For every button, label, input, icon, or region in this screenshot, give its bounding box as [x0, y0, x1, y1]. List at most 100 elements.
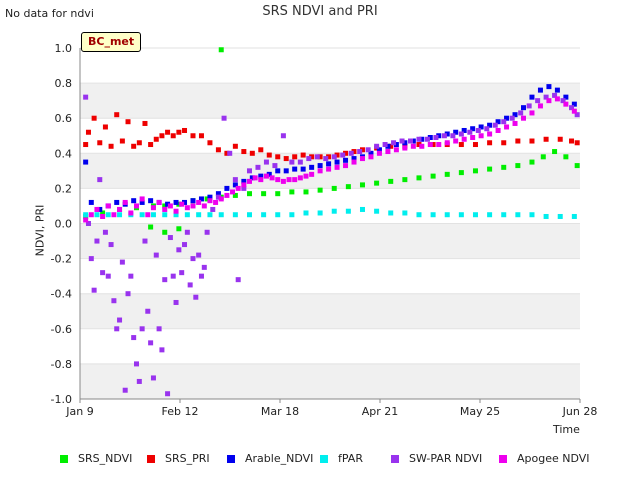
data-point [292, 166, 298, 172]
data-point [162, 212, 168, 218]
data-point [263, 159, 269, 165]
data-point [402, 210, 408, 216]
data-point [410, 138, 416, 144]
data-point [131, 198, 137, 204]
data-point [201, 203, 207, 209]
data-point [108, 242, 114, 248]
data-point [114, 112, 120, 118]
data-point [560, 98, 566, 104]
data-point [317, 163, 323, 169]
data-point [97, 206, 103, 212]
data-point [388, 143, 394, 149]
data-point [529, 94, 535, 100]
data-point [309, 164, 315, 170]
data-point [385, 143, 391, 149]
data-point [563, 101, 569, 107]
data-point [484, 126, 490, 132]
data-point [190, 133, 196, 139]
data-point [297, 175, 303, 181]
data-point [521, 105, 527, 111]
data-point [187, 282, 193, 288]
data-point [515, 163, 521, 169]
data-point [196, 199, 202, 205]
data-point [218, 212, 224, 218]
data-point [196, 252, 202, 258]
data-point [139, 326, 145, 332]
data-point [179, 270, 185, 276]
data-point [246, 168, 252, 174]
series-sw-par-ndvi [83, 92, 580, 397]
data-point [85, 129, 91, 135]
data-point [280, 133, 286, 139]
data-point [487, 212, 493, 218]
data-point [289, 189, 295, 195]
data-point [571, 101, 577, 107]
data-point [165, 391, 171, 397]
data-point [148, 142, 154, 148]
data-point [97, 140, 103, 146]
data-point [368, 150, 374, 156]
data-point [204, 196, 210, 202]
data-point [487, 140, 493, 146]
series-apogee-ndvi [83, 96, 577, 223]
data-point [190, 198, 196, 204]
data-point [224, 192, 230, 198]
x-tick-label: Mar 18 [261, 405, 299, 418]
data-point [543, 213, 549, 219]
data-point [241, 182, 247, 188]
legend-item: fPAR [320, 452, 363, 465]
data-point [100, 210, 106, 216]
data-point [444, 140, 450, 146]
data-point [215, 194, 221, 200]
data-point [326, 161, 332, 167]
data-point [323, 156, 329, 162]
y-tick-label: -0.2 [51, 253, 72, 266]
data-point [467, 129, 473, 135]
data-point [546, 98, 552, 104]
data-point [501, 119, 507, 125]
data-point [275, 212, 281, 218]
data-point [190, 256, 196, 262]
data-point [125, 291, 131, 297]
grid-band [80, 83, 580, 119]
data-point [289, 159, 295, 165]
data-point [269, 175, 275, 181]
data-point [393, 147, 399, 153]
grid-band [80, 328, 580, 364]
data-point [128, 273, 134, 279]
data-point [173, 208, 179, 214]
data-point [145, 308, 151, 314]
data-point [348, 150, 354, 156]
data-point [399, 138, 405, 144]
data-point [182, 127, 188, 133]
data-point [97, 177, 103, 183]
x-tick-label: Jun 28 [562, 405, 598, 418]
data-point [258, 173, 264, 179]
series-arable-ndvi [83, 84, 577, 212]
data-point [266, 171, 272, 177]
data-point [179, 201, 185, 207]
data-point [159, 347, 165, 353]
data-point [574, 163, 580, 169]
data-point [83, 217, 89, 223]
grid-band [80, 258, 580, 294]
data-point [563, 94, 569, 100]
data-point [444, 131, 450, 137]
data-point [241, 185, 247, 191]
data-point [309, 154, 315, 160]
data-point [105, 203, 111, 209]
data-point [359, 156, 365, 162]
data-point [139, 212, 145, 218]
data-point [252, 175, 258, 181]
data-point [148, 198, 154, 204]
data-point [515, 212, 521, 218]
data-point [128, 210, 134, 216]
data-point [117, 212, 123, 218]
x-tick-label: Apr 21 [362, 405, 399, 418]
data-point [427, 142, 433, 148]
data-point [283, 156, 289, 162]
data-point [419, 136, 425, 142]
data-point [133, 361, 139, 367]
series-fpar [83, 206, 577, 219]
data-point [458, 212, 464, 218]
